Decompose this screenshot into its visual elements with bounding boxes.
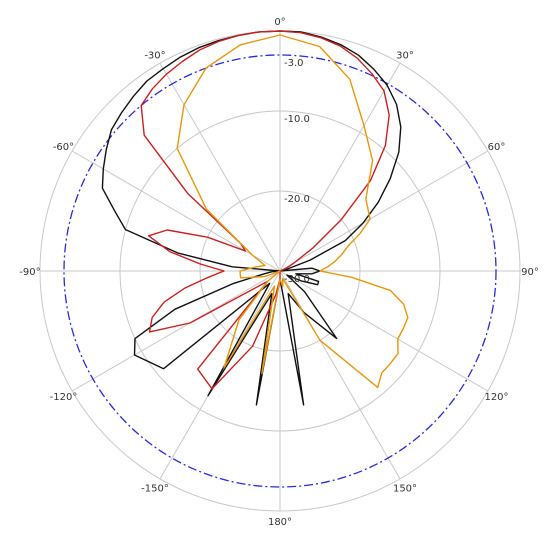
- radial-tick-label: -10.0: [284, 114, 310, 125]
- angle-tick-label: 150°: [393, 484, 417, 495]
- polar-grid: [39, 30, 521, 512]
- angle-tick-label: -120°: [50, 392, 78, 403]
- angle-tick-label: -60°: [53, 142, 74, 153]
- grid-spoke: [279, 270, 401, 480]
- angle-tick-label: 0°: [274, 17, 285, 28]
- series-traces: [101, 30, 409, 406]
- grid-spoke: [279, 270, 489, 392]
- radial-tick-label: -30.0: [284, 274, 310, 285]
- angle-tick-label: -150°: [141, 484, 169, 495]
- angle-tick-label: -30°: [144, 50, 165, 61]
- angle-tick-label: 120°: [484, 392, 508, 403]
- series-line: [140, 30, 390, 390]
- grid-spoke: [279, 150, 489, 272]
- series-line: [101, 30, 402, 406]
- series-line: [176, 34, 409, 389]
- angle-tick-label: 90°: [521, 267, 539, 278]
- reference-ring: [63, 54, 497, 488]
- grid-spoke: [71, 270, 281, 392]
- radial-tick-label: -20.0: [284, 194, 310, 205]
- angle-tick-label: -90°: [19, 267, 40, 278]
- grid-spoke: [279, 62, 401, 272]
- angle-tick-label: 30°: [396, 50, 414, 61]
- angle-tick-label: 60°: [488, 142, 506, 153]
- axis-labels: 0° 30° 60° 90° 120° 150° 180° -150° -120° -90° -60…: [19, 17, 539, 528]
- angle-tick-label: 180°: [268, 517, 292, 528]
- grid-spoke: [159, 62, 281, 272]
- radial-tick-label: -3.0: [284, 58, 304, 69]
- reference-circle: [63, 54, 497, 488]
